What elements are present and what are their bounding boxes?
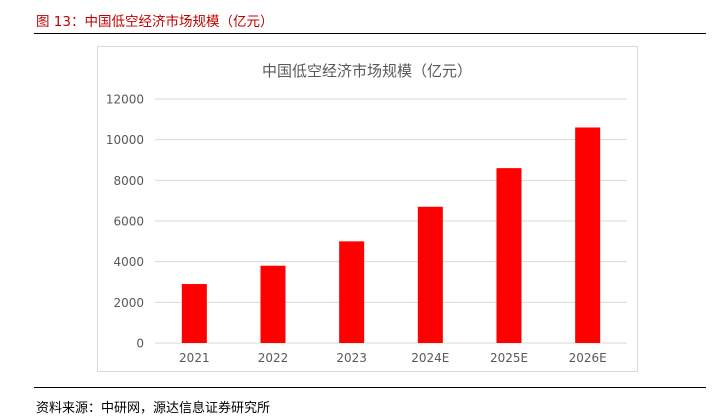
y-tick-label: 10000	[106, 133, 144, 147]
grid-lines	[155, 98, 627, 344]
y-tick-label: 2000	[113, 296, 144, 310]
bars	[181, 127, 601, 343]
y-tick-label: 6000	[113, 215, 144, 229]
y-tick-label: 0	[136, 337, 144, 351]
x-axis-ticks: 2021 2022 2023 2024E 2025E 2026E	[179, 351, 607, 365]
y-tick-label: 4000	[113, 255, 144, 269]
chart-title: 中国低空经济市场规模（亿元）	[262, 62, 472, 80]
figure-title: 图 13：中国低空经济市场规模（亿元）	[36, 14, 274, 30]
y-tick-label: 12000	[106, 93, 144, 107]
x-tick-label: 2021	[179, 351, 210, 365]
bar-2024E	[417, 206, 443, 343]
x-tick-label: 2026E	[569, 351, 607, 365]
top-rule	[34, 33, 706, 34]
chart-frame	[97, 46, 638, 372]
bar-2021	[181, 284, 207, 343]
x-tick-label: 2025E	[490, 351, 528, 365]
y-axis-ticks: 0 2000 4000 6000 8000 10000 12000	[106, 93, 144, 351]
bar-2022	[260, 265, 286, 343]
bottom-rule	[34, 387, 706, 388]
bar-2023	[339, 241, 365, 343]
x-tick-label: 2022	[258, 351, 289, 365]
source-note: 资料来源：中研网，源达信息证券研究所	[36, 401, 271, 416]
bar-2025E	[496, 168, 522, 343]
bar-2026E	[575, 127, 601, 343]
x-tick-label: 2024E	[411, 351, 449, 365]
y-tick-label: 8000	[113, 174, 144, 188]
x-tick-label: 2023	[336, 351, 367, 365]
